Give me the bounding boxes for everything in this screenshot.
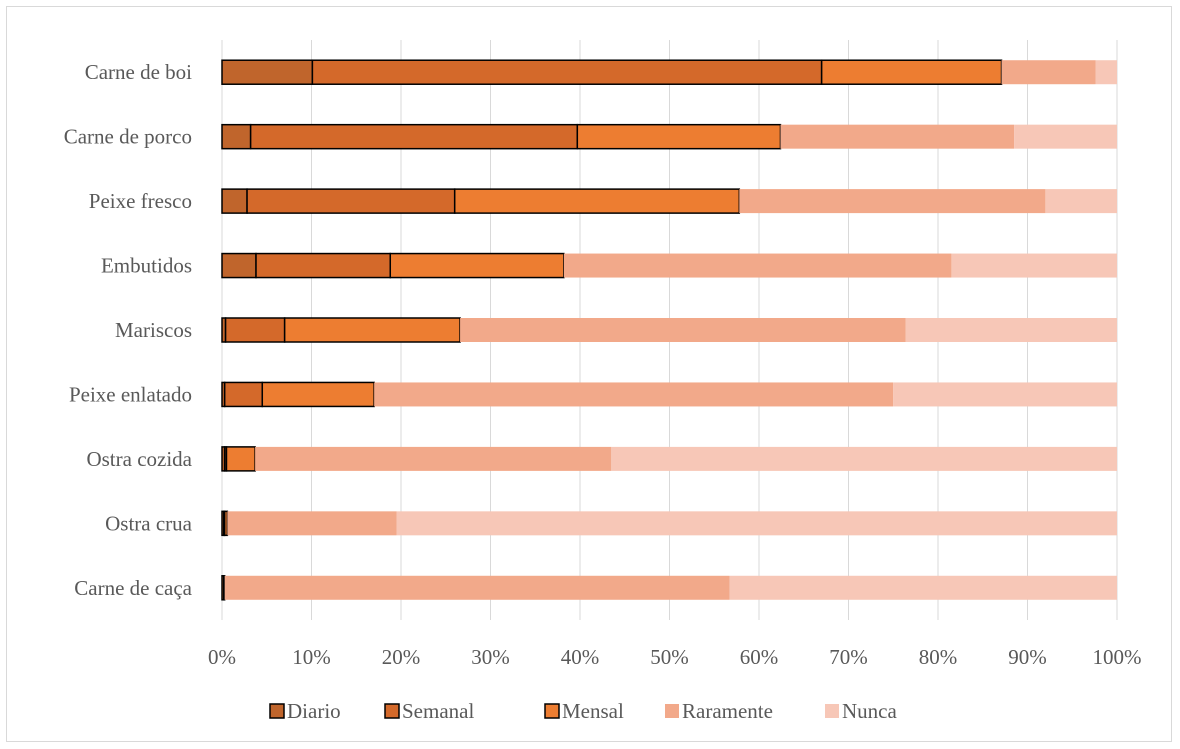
legend-swatch <box>665 704 679 718</box>
category-label: Ostra crua <box>105 511 193 535</box>
bar-segment <box>221 252 257 279</box>
category-label: Peixe enlatado <box>69 382 192 406</box>
legend-label: Diario <box>287 699 341 723</box>
bar-segment <box>611 446 1117 471</box>
bar-segment <box>1095 60 1117 85</box>
bars <box>221 59 1117 601</box>
x-tick-label: 30% <box>471 645 510 669</box>
bar-segment <box>224 317 286 343</box>
x-tick-label: 20% <box>382 645 421 669</box>
bar-segment <box>780 124 1015 149</box>
x-tick-label: 90% <box>1008 645 1047 669</box>
x-tick-labels: 0% 10% 20% 30% 40% 50% 60% 70% 80% 90% 100% <box>208 645 1142 669</box>
bar-segment <box>311 59 823 85</box>
legend-swatch <box>544 703 560 719</box>
bar-segment <box>246 188 456 214</box>
category-label: Carne de porco <box>64 125 192 149</box>
category-label: Ostra cozida <box>86 447 192 471</box>
x-tick-label: 60% <box>740 645 779 669</box>
bar-segment <box>255 446 612 471</box>
bar-segment <box>739 189 1046 214</box>
bar-segment <box>389 252 565 279</box>
bar-segment <box>460 318 906 342</box>
bar-segment <box>261 381 375 408</box>
bar-segment <box>249 123 579 150</box>
bar-segment <box>224 575 730 600</box>
x-tick-label: 0% <box>208 645 236 669</box>
bar-segment <box>223 575 226 601</box>
x-tick-label: 10% <box>292 645 331 669</box>
bar-segment <box>227 511 397 536</box>
x-tick-label: 50% <box>650 645 689 669</box>
bar-segment <box>283 317 461 343</box>
x-tick-label: 40% <box>561 645 600 669</box>
bar-segment <box>223 510 229 537</box>
bar-segment <box>905 318 1117 342</box>
bar-segment <box>1014 124 1117 149</box>
legend-swatch <box>384 703 400 719</box>
legend-label: Nunca <box>842 699 897 723</box>
bar-segment <box>951 253 1117 278</box>
bar-segment <box>453 188 741 214</box>
bar-segment <box>893 382 1117 407</box>
bar-segment <box>223 381 264 408</box>
legend-swatch <box>825 704 839 718</box>
bar-segment <box>221 59 314 85</box>
bar-segment <box>221 123 252 150</box>
category-label: Mariscos <box>115 318 192 342</box>
x-tick-label: 70% <box>829 645 868 669</box>
bar-segment <box>563 253 952 278</box>
bar-segment <box>1045 189 1117 214</box>
bar-segment <box>225 446 256 472</box>
legend-label: Semanal <box>402 699 474 723</box>
bar-segment <box>221 188 248 214</box>
x-tick-label: 100% <box>1093 645 1142 669</box>
x-tick-label: 80% <box>919 645 958 669</box>
legend-label: Mensal <box>562 699 624 723</box>
bar-segment <box>255 252 392 279</box>
legend-swatch <box>269 703 285 719</box>
category-label: Embutidos <box>101 254 192 278</box>
bar-segment <box>729 575 1117 600</box>
category-label: Carne de caça <box>74 576 192 600</box>
bar-segment <box>1001 60 1096 85</box>
bar-segment <box>396 511 1117 536</box>
category-label: Peixe fresco <box>89 189 192 213</box>
bar-segment <box>576 123 782 150</box>
bar-segment <box>374 382 894 407</box>
category-labels: Carne de boi Carne de porco Peixe fresco Em… <box>64 60 193 600</box>
bar-segment <box>820 59 1003 85</box>
legend-label: Raramente <box>682 699 773 723</box>
legend: Diario Semanal Mensal Raramente Nunca <box>269 699 897 723</box>
category-label: Carne de boi <box>85 60 192 84</box>
